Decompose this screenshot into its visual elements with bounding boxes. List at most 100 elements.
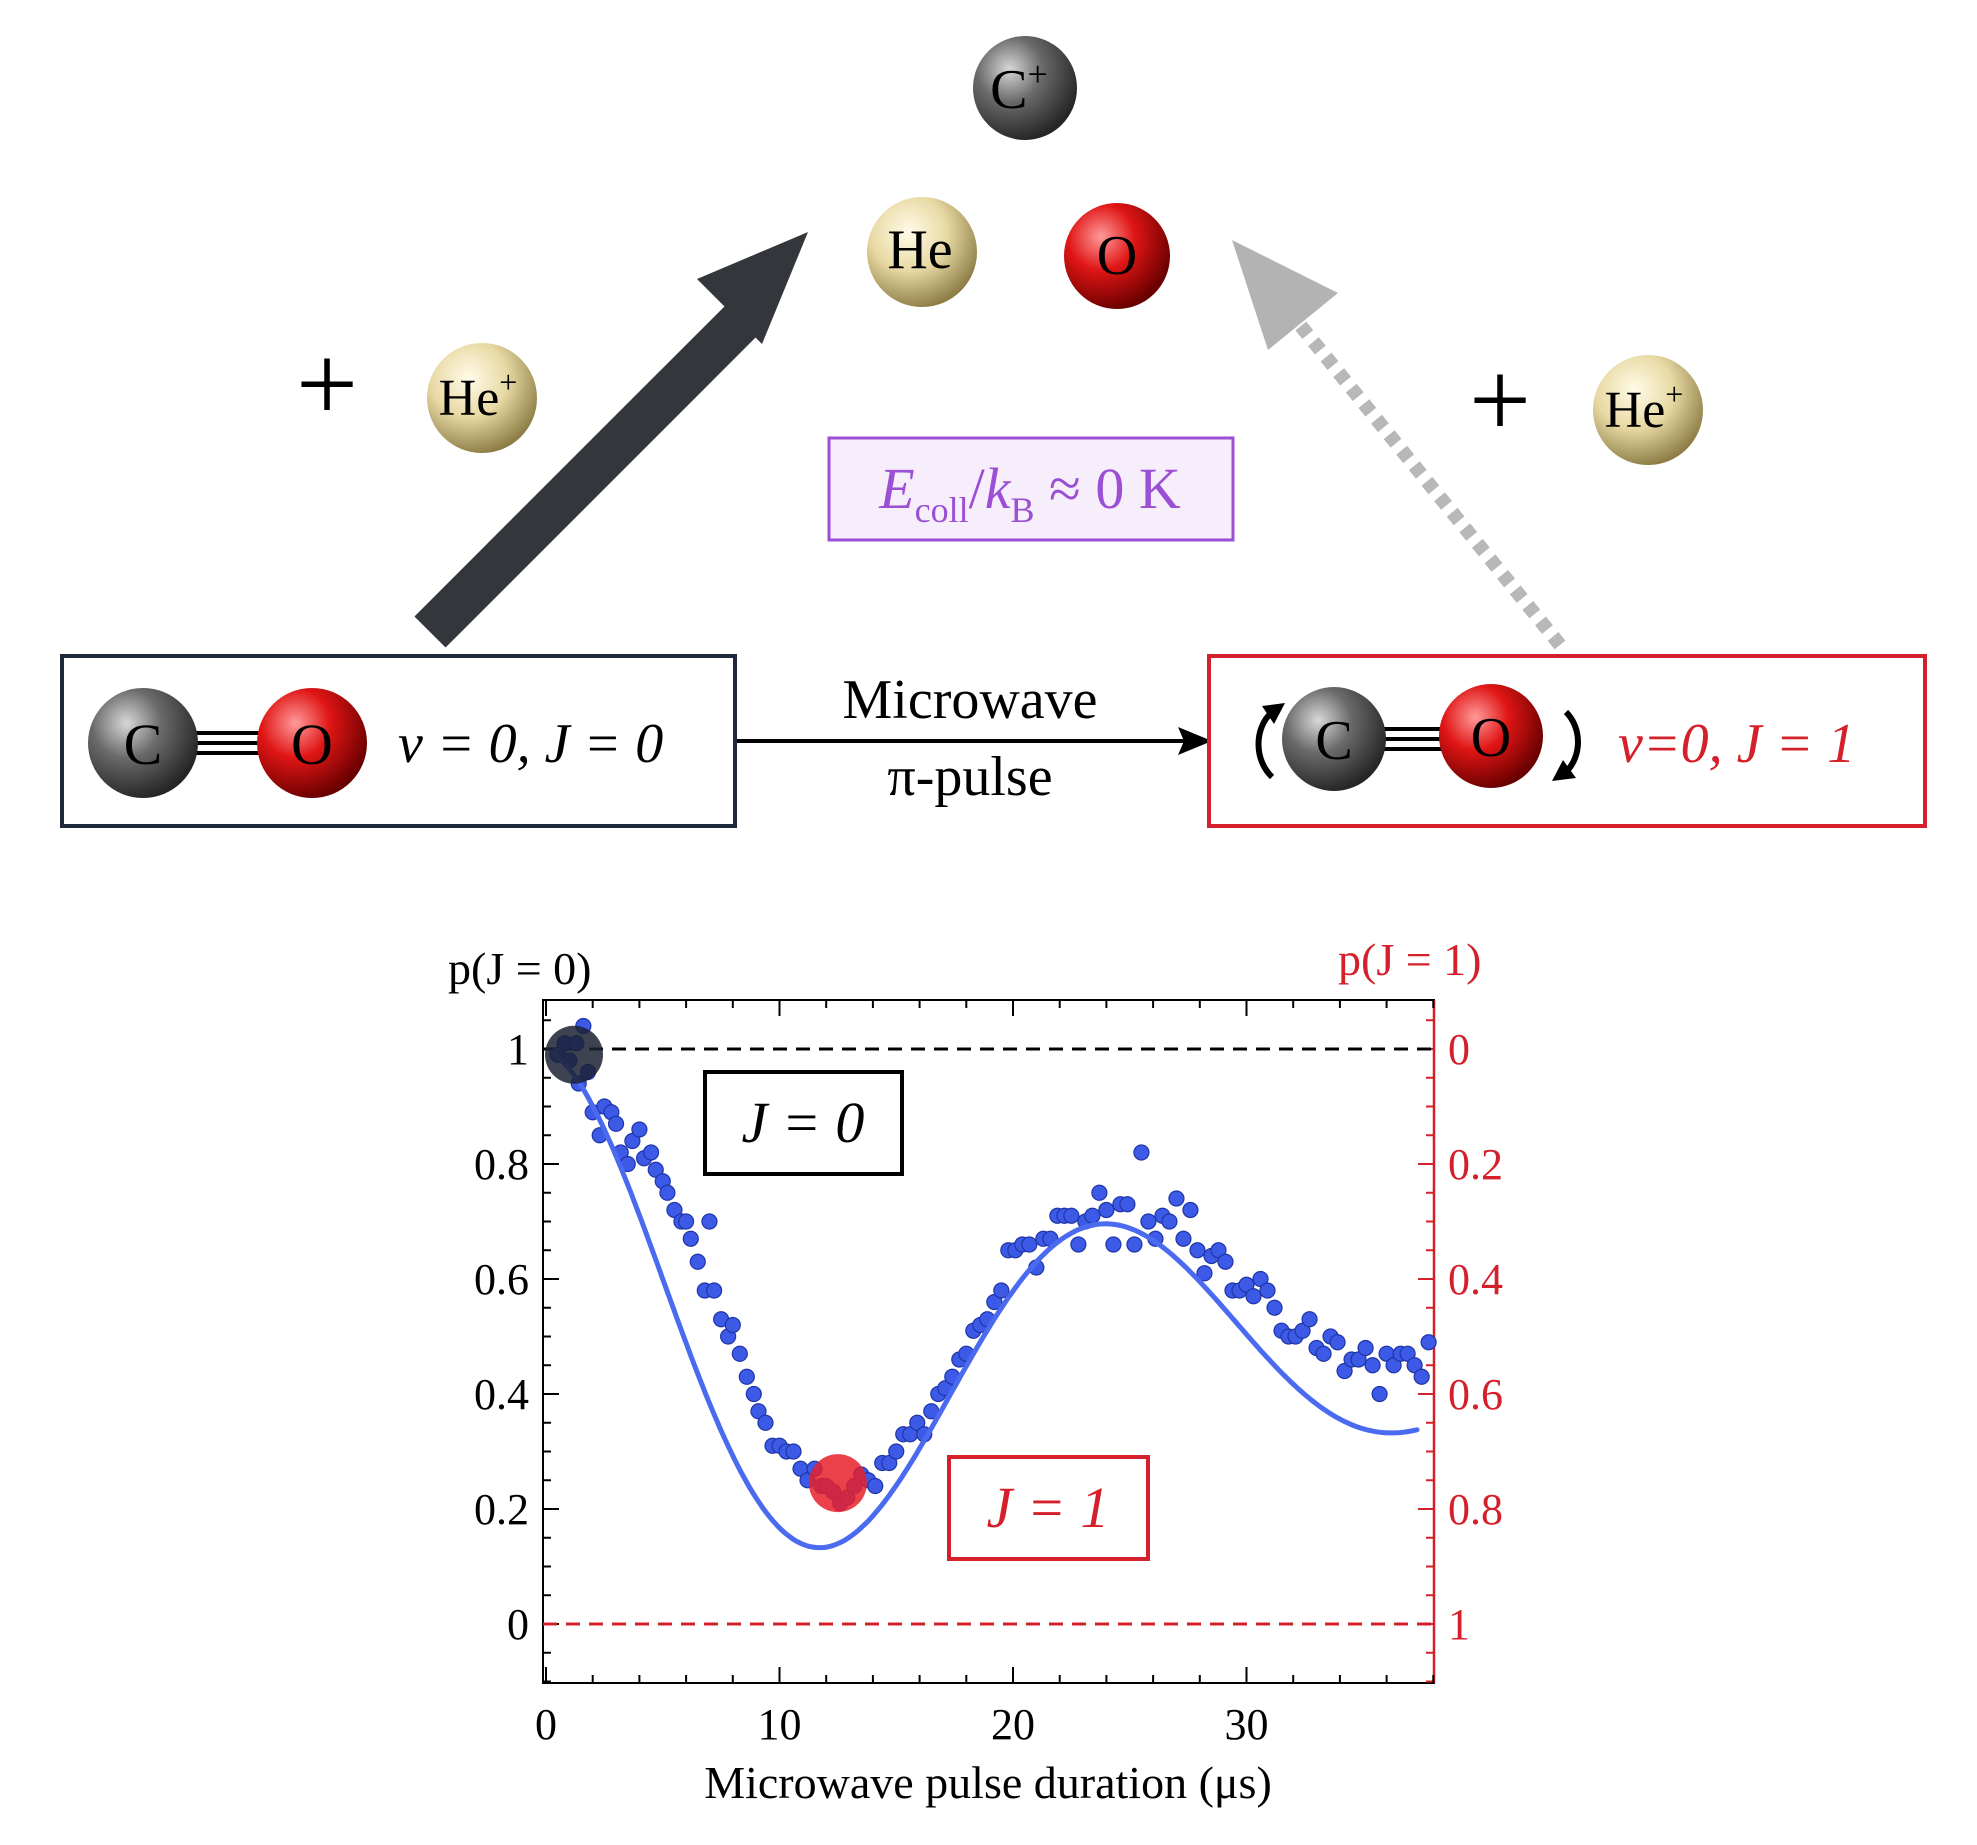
data-point — [1315, 1345, 1332, 1362]
state-label-left: v = 0, J = 0 — [398, 713, 663, 775]
data-point — [677, 1213, 695, 1230]
svg-text:Microwave: Microwave — [842, 669, 1097, 731]
data-point — [701, 1213, 718, 1230]
data-point — [731, 1345, 748, 1362]
x-tick-label: 0 — [535, 1700, 557, 1749]
data-point — [1168, 1190, 1185, 1207]
left-axis-label: p(J = 0) — [448, 943, 591, 994]
energy-box: Ecoll/kB ≈ 0 K — [827, 436, 1235, 542]
data-points — [549, 1017, 1437, 1512]
svg-text:C+: C+ — [990, 54, 1048, 121]
data-point — [1063, 1207, 1080, 1224]
carbon-atom-right: C — [1282, 687, 1386, 791]
svg-text:O: O — [1471, 707, 1511, 769]
atom-he-plus-left: He+ — [427, 343, 537, 453]
left-tick-label: 0 — [507, 1600, 529, 1649]
legend-box-j0: J = 0 — [703, 1070, 904, 1176]
svg-text:π-pulse: π-pulse — [887, 746, 1052, 808]
data-point — [1259, 1282, 1276, 1299]
atom-he-product: He — [867, 197, 977, 307]
data-point — [607, 1115, 625, 1132]
atom-he-plus-right: He+ — [1593, 355, 1703, 465]
right-tick-label: 0.2 — [1448, 1140, 1503, 1189]
microwave-pulse-arrow: Microwave π-pulse — [737, 669, 1212, 808]
state-markers — [545, 1025, 867, 1513]
svg-text:He+: He+ — [1605, 376, 1684, 439]
data-point — [1098, 1201, 1115, 1219]
data-point — [642, 1144, 660, 1161]
right-axis-ticks: 1 0.8 0.6 0.4 0.2 0 — [1418, 1019, 1503, 1683]
data-point — [1329, 1334, 1346, 1351]
right-axis-label: p(J = 1) — [1338, 934, 1481, 985]
fit-line — [550, 1050, 1420, 1551]
atom-o-product: O — [1064, 203, 1170, 309]
data-point — [1189, 1242, 1206, 1259]
carbon-atom-left: C — [88, 688, 198, 798]
data-point — [1070, 1236, 1087, 1253]
svg-text:Ecoll/kB ≈ 0 K: Ecoll/kB ≈ 0 K — [878, 456, 1181, 530]
co-excited-state-box: C O v=0, J = 1 — [1207, 654, 1927, 828]
x-tick-label: 10 — [758, 1700, 802, 1749]
left-axis-ticks: 0 0.2 0.4 0.6 0.8 1 — [474, 1019, 559, 1683]
data-point — [1126, 1236, 1143, 1253]
oxygen-atom-left: O — [257, 688, 367, 798]
svg-text:J = 0: J = 0 — [742, 1090, 865, 1155]
right-tick-label: 0 — [1448, 1025, 1470, 1074]
svg-text:C: C — [1315, 710, 1352, 772]
rotation-arrow-right-icon — [1563, 709, 1581, 775]
rotation-arrow-left-icon — [1255, 709, 1275, 780]
data-point — [631, 1121, 648, 1138]
rabi-oscillation-chart: 0 0.2 0.4 0.6 0.8 1 1 0.8 0.6 0.4 0.2 0 0 10 20 30 J … — [448, 934, 1503, 1808]
oxygen-atom-right: O — [1439, 684, 1543, 788]
data-point — [1217, 1253, 1234, 1270]
x-tick-label: 30 — [1225, 1700, 1269, 1749]
data-point — [745, 1385, 762, 1403]
data-point — [1161, 1213, 1178, 1230]
data-point — [757, 1414, 774, 1431]
data-point — [1196, 1265, 1213, 1282]
data-point — [1021, 1236, 1038, 1253]
data-point — [659, 1184, 676, 1201]
j0-state-marker — [545, 1025, 604, 1084]
data-point — [1091, 1184, 1108, 1201]
data-point — [1266, 1299, 1283, 1316]
left-tick-label: 0.8 — [474, 1140, 529, 1189]
svg-text:He+: He+ — [439, 364, 518, 427]
data-point — [1084, 1207, 1101, 1224]
data-point — [867, 1477, 884, 1495]
svg-text:He: He — [887, 219, 952, 281]
data-point — [1413, 1368, 1430, 1385]
x-axis-label: Microwave pulse duration (μs) — [704, 1757, 1272, 1808]
data-point — [1245, 1288, 1262, 1305]
data-point — [1119, 1196, 1136, 1213]
data-point — [888, 1443, 905, 1460]
x-axis-ticks: 0 10 20 30 — [535, 1000, 1435, 1749]
fit-curve — [550, 1050, 1420, 1551]
data-point — [1357, 1339, 1374, 1357]
left-tick-label: 0.2 — [474, 1485, 529, 1534]
svg-text:C: C — [124, 712, 163, 777]
left-tick-label: 0.4 — [474, 1370, 529, 1419]
plus-left: + — [296, 323, 358, 445]
reference-lines — [543, 1047, 1434, 1626]
legend-box-j1: J = 1 — [947, 1455, 1150, 1561]
x-tick-label: 20 — [991, 1700, 1035, 1749]
plus-right: + — [1469, 339, 1531, 461]
state-label-right: v=0, J = 1 — [1618, 713, 1855, 775]
right-tick-label: 0.4 — [1448, 1255, 1503, 1304]
j1-state-marker — [808, 1454, 867, 1513]
data-point — [1371, 1385, 1388, 1403]
data-point — [1182, 1201, 1199, 1219]
data-point — [1140, 1213, 1157, 1230]
atom-c-plus: C+ — [973, 36, 1077, 140]
svg-text:J = 1: J = 1 — [987, 1475, 1110, 1540]
right-tick-label: 1 — [1448, 1600, 1470, 1649]
reaction-arrow-fast — [414, 232, 808, 648]
svg-text:O: O — [1097, 225, 1137, 287]
co-ground-state-box: C O v = 0, J = 0 — [60, 654, 737, 828]
data-point — [993, 1282, 1010, 1299]
data-point — [1133, 1144, 1150, 1161]
reaction-arrow-slow — [1232, 240, 1566, 650]
data-point — [1420, 1334, 1437, 1351]
